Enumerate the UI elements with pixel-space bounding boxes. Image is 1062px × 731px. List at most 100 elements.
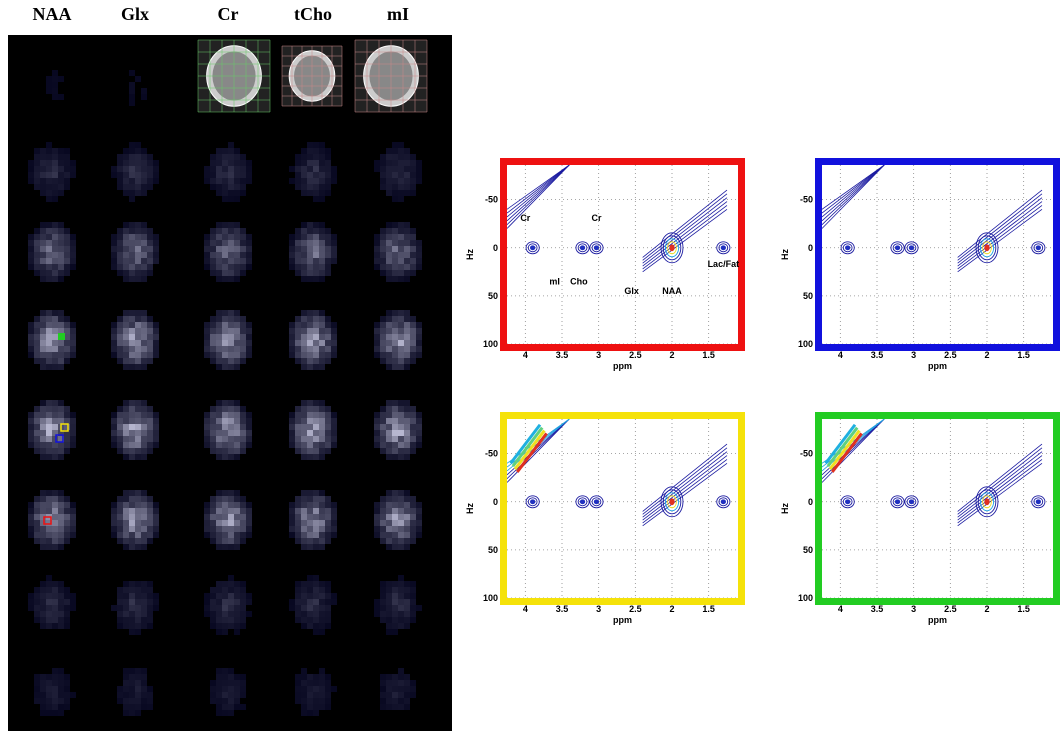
map-pixel	[222, 328, 228, 334]
map-pixel	[135, 166, 141, 172]
map-pixel	[147, 502, 153, 508]
map-pixel	[301, 490, 307, 496]
map-pixel	[64, 686, 70, 692]
map-pixel	[410, 599, 416, 605]
map-pixel	[234, 400, 240, 406]
map-pixel	[204, 599, 210, 605]
map-pixel	[117, 430, 123, 436]
map-pixel	[386, 264, 392, 270]
map-pixel	[40, 538, 46, 544]
map-pixel	[129, 502, 135, 508]
map-pixel	[240, 190, 246, 196]
map-pixel	[204, 234, 210, 240]
map-pixel	[295, 508, 301, 514]
map-pixel	[28, 532, 34, 538]
map-pixel	[301, 704, 307, 710]
map-pixel	[398, 406, 404, 412]
map-pixel	[70, 264, 76, 270]
map-pixel	[374, 346, 380, 352]
map-pixel	[301, 172, 307, 178]
x-tick-label: 2.5	[629, 604, 642, 614]
map-pixel	[404, 502, 410, 508]
map-pixel	[135, 668, 141, 674]
map-pixel	[147, 698, 153, 704]
map-pixel	[216, 424, 222, 430]
map-pixel	[410, 406, 416, 412]
map-pixel	[386, 454, 392, 460]
map-pixel	[147, 358, 153, 364]
map-pixel	[325, 526, 331, 532]
map-pixel	[295, 352, 301, 358]
map-pixel	[325, 258, 331, 264]
map-pixel	[52, 514, 58, 520]
map-pixel	[307, 264, 313, 270]
map-pixel	[325, 148, 331, 154]
map-pixel	[58, 454, 64, 460]
map-pixel	[129, 496, 135, 502]
map-pixel	[123, 668, 129, 674]
map-pixel	[28, 593, 34, 599]
x-tick-label: 1.5	[1017, 604, 1030, 614]
map-pixel	[410, 252, 416, 258]
map-pixel	[52, 424, 58, 430]
map-pixel	[129, 252, 135, 258]
map-pixel	[295, 316, 301, 322]
map-pixel	[46, 264, 52, 270]
map-pixel	[301, 334, 307, 340]
map-pixel	[313, 674, 319, 680]
map-pixel	[40, 346, 46, 352]
map-pixel	[58, 148, 64, 154]
map-pixel	[295, 340, 301, 346]
map-pixel	[404, 436, 410, 442]
map-pixel	[28, 160, 34, 166]
map-pixel	[204, 593, 210, 599]
map-pixel	[240, 538, 246, 544]
map-pixel	[210, 358, 216, 364]
x-tick-label: 1.5	[702, 604, 715, 614]
map-pixel	[380, 448, 386, 454]
map-pixel	[147, 526, 153, 532]
peak-contour	[909, 246, 913, 250]
map-pixel	[123, 674, 129, 680]
map-pixel	[153, 593, 159, 599]
map-pixel	[117, 322, 123, 328]
map-pixel	[325, 532, 331, 538]
map-pixel	[52, 490, 58, 496]
map-pixel	[204, 240, 210, 246]
map-pixel	[240, 617, 246, 623]
map-pixel	[46, 436, 52, 442]
map-pixel	[40, 599, 46, 605]
map-pixel	[295, 436, 301, 442]
map-pixel	[307, 623, 313, 629]
map-pixel	[374, 322, 380, 328]
map-pixel	[240, 496, 246, 502]
map-pixel	[295, 692, 301, 698]
map-pixel	[374, 264, 380, 270]
map-pixel	[404, 593, 410, 599]
map-pixel	[228, 178, 234, 184]
map-pixel	[392, 587, 398, 593]
map-pixel	[416, 160, 422, 166]
y-axis-label: Hz	[780, 503, 790, 514]
map-pixel	[386, 587, 392, 593]
map-pixel	[40, 508, 46, 514]
map-pixel	[52, 240, 58, 246]
map-pixel	[386, 680, 392, 686]
map-pixel	[410, 172, 416, 178]
y-tick-label: -50	[800, 449, 813, 459]
map-pixel	[58, 496, 64, 502]
map-pixel	[129, 430, 135, 436]
map-pixel	[325, 228, 331, 234]
map-pixel	[58, 258, 64, 264]
map-pixel	[234, 623, 240, 629]
map-pixel	[398, 704, 404, 710]
map-pixel	[222, 190, 228, 196]
map-pixel	[70, 418, 76, 424]
map-pixel	[216, 406, 222, 412]
map-pixel	[380, 322, 386, 328]
map-pixel	[386, 599, 392, 605]
map-pixel	[40, 502, 46, 508]
map-pixel	[410, 178, 416, 184]
map-pixel	[325, 430, 331, 436]
map-pixel	[216, 340, 222, 346]
